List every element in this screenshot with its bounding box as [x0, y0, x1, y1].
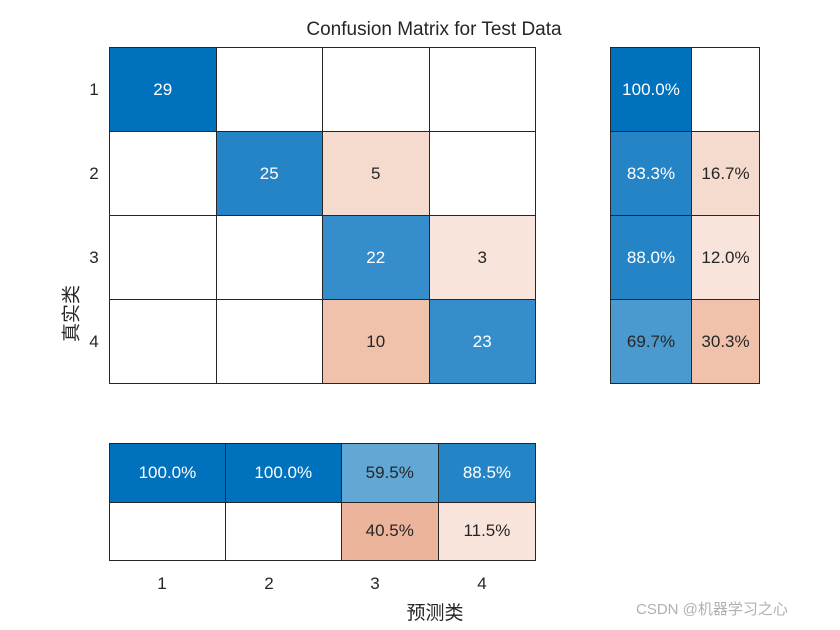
x-tick-1: 1 [157, 574, 167, 593]
row-summary-cell: 83.3% [609, 131, 693, 216]
column-summary: 100.0% 100.0% 59.5% 88.5% 40.5% 11.5% [109, 443, 537, 561]
x-tick-3: 3 [370, 574, 380, 593]
column-summary-cell: 11.5% [437, 501, 537, 561]
matrix-cell [109, 299, 217, 384]
matrix-row: 10 23 [109, 299, 536, 384]
y-axis-label: 真实类 [60, 285, 83, 343]
y-tick-3: 3 [89, 248, 99, 267]
watermark: CSDN @机器学习之心 [636, 601, 788, 618]
x-tick-2: 2 [264, 574, 274, 593]
y-tick-2: 2 [89, 164, 99, 183]
matrix-cell: 23 [428, 299, 536, 384]
row-summary: 100.0% 83.3% 16.7% 88.0% 12.0% 69.7% 30.3% [609, 47, 760, 384]
y-tick-4: 4 [89, 332, 99, 351]
column-summary-cell: 100.0% [224, 443, 342, 503]
matrix-cell: 29 [109, 47, 217, 132]
x-tick-4: 4 [477, 574, 487, 593]
column-summary-cell: 40.5% [340, 501, 439, 561]
matrix-row: 22 3 [109, 215, 536, 300]
row-summary-cell: 16.7% [691, 131, 760, 216]
matrix-cell: 10 [322, 299, 430, 384]
matrix-cell [428, 47, 536, 132]
matrix-cell [109, 215, 217, 300]
column-summary-cell [224, 501, 342, 561]
matrix-cell [109, 131, 217, 216]
chart-title: Confusion Matrix for Test Data [306, 19, 562, 40]
column-summary-cell [109, 501, 226, 561]
row-summary-row: 69.7% 30.3% [609, 299, 760, 384]
matrix-cell [428, 131, 536, 216]
row-summary-cell: 69.7% [609, 299, 693, 384]
row-summary-row: 88.0% 12.0% [609, 215, 760, 300]
matrix-row: 29 [109, 47, 536, 132]
column-summary-row: 100.0% 100.0% 59.5% 88.5% [109, 443, 537, 503]
matrix-cell [215, 215, 323, 300]
y-tick-1: 1 [89, 80, 99, 99]
matrix-cell [215, 299, 323, 384]
matrix-cell: 5 [322, 131, 430, 216]
row-summary-cell: 12.0% [691, 215, 760, 300]
row-summary-cell: 100.0% [609, 47, 693, 132]
matrix-row: 25 5 [109, 131, 536, 216]
row-summary-cell: 88.0% [609, 215, 693, 300]
row-summary-row: 100.0% [609, 47, 760, 132]
row-summary-cell: 30.3% [691, 299, 760, 384]
matrix-cell: 22 [322, 215, 430, 300]
confusion-matrix: 29 25 5 22 3 10 23 [109, 47, 536, 384]
matrix-cell: 25 [215, 131, 323, 216]
column-summary-cell: 88.5% [437, 443, 537, 503]
column-summary-cell: 100.0% [109, 443, 226, 503]
row-summary-cell [691, 47, 760, 132]
column-summary-cell: 59.5% [340, 443, 439, 503]
matrix-cell [322, 47, 430, 132]
x-axis-label: 预测类 [406, 602, 464, 624]
matrix-cell [215, 47, 323, 132]
row-summary-row: 83.3% 16.7% [609, 131, 760, 216]
matrix-cell: 3 [428, 215, 536, 300]
column-summary-row: 40.5% 11.5% [109, 501, 537, 561]
